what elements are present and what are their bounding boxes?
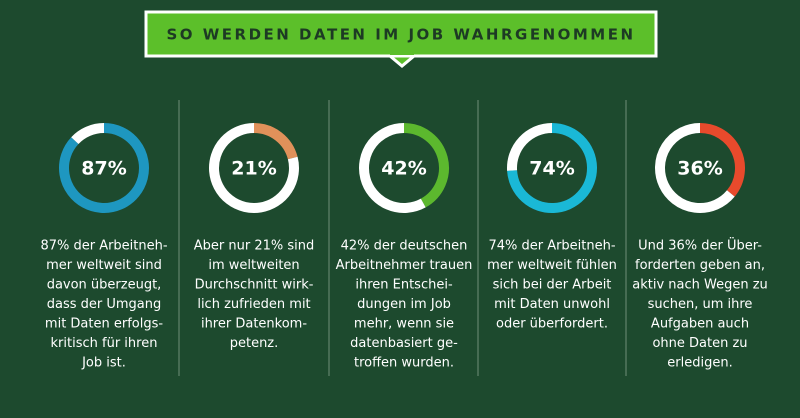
caption-line: 74% der Arbeitneh- [488, 239, 615, 254]
banner-arrow [385, 54, 419, 68]
caption-line: datenbasiert ge- [350, 336, 458, 351]
caption-line: mit Daten erfolgs- [45, 317, 163, 332]
caption-line: aktiv nach Wegen zu [632, 278, 768, 293]
caption-line: Aber nur 21% sind [194, 239, 314, 254]
caption-line: oder überfordert. [496, 317, 608, 332]
donut-segment [209, 123, 299, 213]
caption-line: dungen im Job [357, 297, 451, 312]
donut-segment [71, 123, 105, 145]
caption-line: im weltweiten [208, 258, 299, 273]
donut-label: 36% [677, 158, 722, 180]
caption-line: troffen wurden. [354, 356, 454, 371]
caption-line: Aufgaben auch [651, 317, 749, 332]
caption-line: kritisch für ihren [51, 336, 158, 351]
donut-segment [699, 123, 745, 197]
caption-line: Und 36% der Über- [638, 237, 762, 254]
caption-line: ihrer Datenkom- [201, 317, 307, 332]
caption-line: Job ist. [81, 356, 126, 371]
donut-segment [507, 123, 597, 213]
caption-line: mer weltweit fühlen [487, 258, 617, 273]
donut-segment [403, 123, 449, 208]
banner [144, 10, 658, 58]
donut-segment [59, 123, 149, 213]
donut-segment [655, 123, 735, 213]
caption-line: davon überzeugt, [47, 278, 162, 293]
caption-line: 87% der Arbeitneh- [40, 239, 167, 254]
caption-line: Arbeitnehmer trauen [336, 258, 473, 273]
title: SO WERDEN DATEN IM JOB WAHRGENOMMEN [166, 26, 635, 44]
donut-label: 74% [529, 158, 574, 180]
donut-label: 42% [381, 158, 426, 180]
donut-segment [507, 123, 553, 171]
donut-segment [253, 123, 298, 160]
caption-line: dass der Umgang [47, 297, 162, 312]
banner-arrow-join [390, 52, 414, 55]
caption-line: mer weltweit sind [46, 258, 162, 273]
caption-line: mit Daten unwohl [494, 297, 610, 312]
caption-line: ohne Daten zu [652, 336, 747, 351]
caption-line: erledigen. [667, 356, 732, 371]
caption-line: petenz. [230, 336, 279, 351]
donut-label: 87% [81, 158, 126, 180]
caption-line: forderten geben an, [635, 258, 765, 273]
caption-line: sich bei der Arbeit [493, 278, 612, 293]
donut-label: 21% [231, 158, 276, 180]
caption-line: ihren Entschei- [355, 278, 453, 293]
caption-line: suchen, um ihre [648, 297, 753, 312]
donut-segment [359, 123, 426, 213]
caption-line: lich zufrieden mit [197, 297, 310, 312]
caption-line: Durchschnitt wirk- [195, 278, 314, 293]
caption-line: mehr, wenn sie [354, 317, 454, 332]
columns: 87% 87% der Arbeitneh-mer weltweit sind da… [40, 100, 768, 376]
caption-line: 42% der deutschen [341, 239, 468, 254]
